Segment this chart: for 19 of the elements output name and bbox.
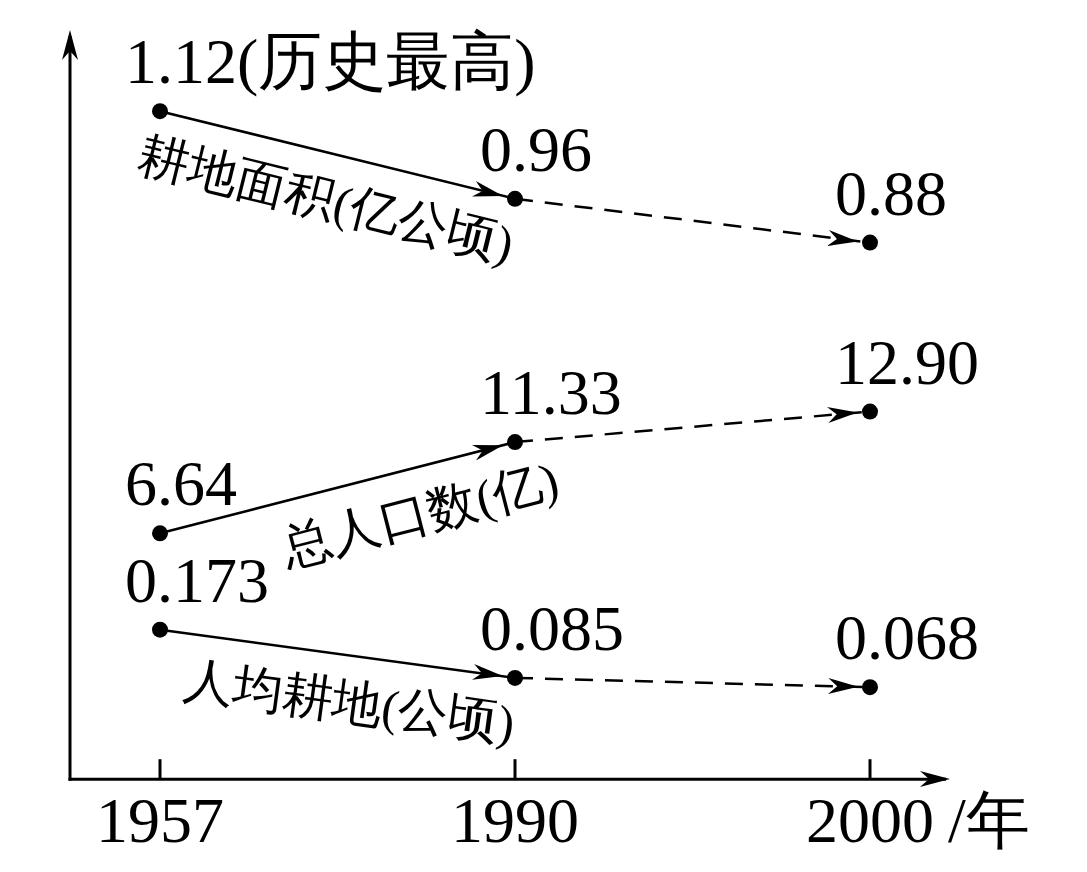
point — [152, 103, 168, 120]
point — [862, 234, 878, 251]
point — [862, 679, 878, 696]
data-label: 1.12(历史最高) — [125, 26, 536, 98]
data-label: 0.88 — [835, 157, 947, 229]
x-tick-label: 1990 — [451, 785, 579, 857]
x-axis-title: /年 — [948, 785, 1030, 857]
data-label: 0.96 — [480, 113, 592, 185]
point — [507, 669, 523, 686]
point — [507, 190, 523, 207]
data-label: 12.90 — [835, 326, 979, 398]
point — [152, 621, 168, 638]
data-label: 0.068 — [835, 602, 979, 674]
data-label: 0.173 — [125, 544, 269, 616]
data-label: 11.33 — [480, 357, 622, 429]
text: 总人口数(亿) — [274, 451, 565, 577]
x-tick-label: 1957 — [96, 785, 224, 857]
x-tick-label: 2000 — [806, 785, 934, 857]
data-label: 6.64 — [125, 448, 237, 520]
